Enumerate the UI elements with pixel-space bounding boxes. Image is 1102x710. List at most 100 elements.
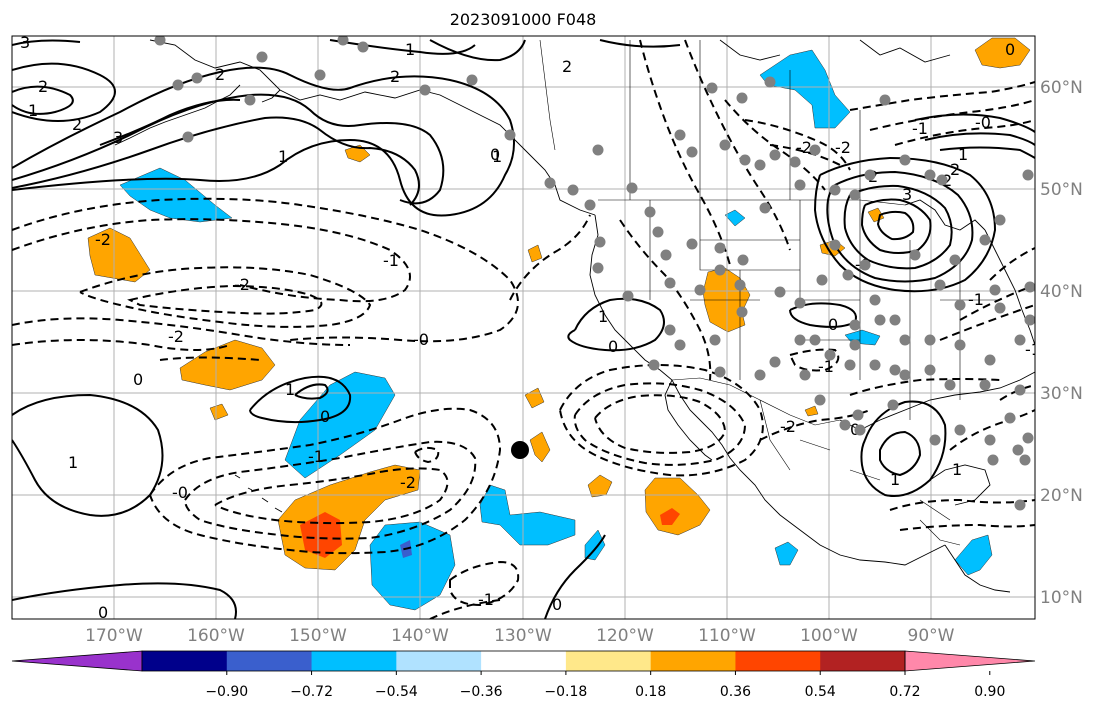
contour-label: -1 <box>912 119 928 138</box>
gulf-coast <box>839 371 1035 431</box>
station-dot <box>644 206 656 218</box>
lat-label: 30°N <box>1040 384 1083 404</box>
colorbar-tick-label: 0.54 <box>805 684 836 700</box>
contour-label: -2 <box>234 275 250 294</box>
contour-label: 2 <box>562 57 572 76</box>
contour-line <box>959 284 1035 321</box>
contour-label: -1 <box>818 357 834 376</box>
station-dot <box>664 324 676 336</box>
contour-label: -2 <box>796 138 812 157</box>
contour-label: 2 <box>950 160 960 179</box>
contour-line <box>813 156 997 293</box>
station-dot <box>714 242 726 254</box>
east-coast <box>984 229 1035 346</box>
contour-label: -1 <box>968 290 984 309</box>
station-dot <box>764 76 776 88</box>
contour-line <box>184 440 477 540</box>
station-dot <box>674 129 686 141</box>
contour-line <box>849 81 1035 111</box>
station-dot <box>1014 334 1026 346</box>
station-markers <box>154 36 1035 511</box>
contour-label: 0 <box>1005 40 1015 59</box>
contour-line <box>573 382 747 466</box>
contour-line <box>12 393 164 517</box>
shaded-region-orange <box>804 405 819 417</box>
contour-line <box>619 219 712 381</box>
shaded-regions <box>87 37 1031 611</box>
lon-label: 130°W <box>494 626 552 646</box>
station-dot <box>889 314 901 326</box>
station-dot <box>686 146 698 158</box>
us-west-coast <box>589 214 946 566</box>
contour-label: -1 <box>478 590 494 609</box>
contour-label: -1 <box>383 251 399 270</box>
station-dot <box>314 69 326 81</box>
station-dot <box>849 189 861 201</box>
colorbar-swatch <box>820 651 906 671</box>
contour-label: 2 <box>38 77 48 96</box>
contour-line <box>594 394 727 454</box>
lon-label: 120°W <box>596 626 654 646</box>
station-dot <box>419 84 431 96</box>
station-dot <box>256 51 268 63</box>
station-dot <box>714 366 726 378</box>
station-dot <box>829 184 841 196</box>
station-dot <box>954 339 966 351</box>
contour-line <box>214 467 449 525</box>
colorbar-swatch <box>565 651 652 671</box>
shaded-region-orange <box>587 474 613 498</box>
contour-label: -2 <box>835 138 851 157</box>
central-america <box>944 544 1011 593</box>
station-dot <box>714 264 726 276</box>
lon-label: 170°W <box>85 626 143 646</box>
contour-line <box>939 146 1035 159</box>
station-dot <box>544 177 556 189</box>
contour-label: -2 <box>780 417 796 436</box>
station-dot <box>852 409 864 421</box>
station-dot <box>1004 412 1016 424</box>
station-dot <box>734 279 746 291</box>
station-dot <box>859 259 871 271</box>
contour-line <box>429 39 526 62</box>
contour-label: 0 <box>98 603 108 622</box>
shaded-region-blue <box>479 484 576 546</box>
colorbar-frame <box>141 650 906 672</box>
lon-label: 100°W <box>800 626 858 646</box>
contour-line <box>99 98 241 146</box>
lon-label: 90°W <box>908 626 955 646</box>
colorbar-tick-label: 0.90 <box>974 684 1005 700</box>
shaded-region-orange <box>529 431 551 463</box>
station-dot <box>889 364 901 376</box>
contour-line <box>127 284 323 315</box>
contour-label: -0 <box>172 483 188 502</box>
contour-line <box>12 85 74 115</box>
station-dot <box>839 419 851 431</box>
shaded-region-blue <box>759 49 851 129</box>
contour-label: 1 <box>952 460 962 479</box>
station-dot <box>769 149 781 161</box>
lat-label: 10°N <box>1040 588 1083 608</box>
station-dot <box>759 202 771 214</box>
colorbar-swatch <box>650 651 736 671</box>
contour-label: 1 <box>598 307 608 326</box>
contour-label: 3 <box>113 128 123 147</box>
lat-label: 40°N <box>1040 282 1083 302</box>
contour-label: 1 <box>405 40 415 59</box>
colorbar-tick-label: 0.18 <box>635 684 666 700</box>
contour-label: 2 <box>215 65 225 84</box>
station-dot <box>869 294 881 306</box>
contour-label: -1 <box>1025 340 1041 359</box>
shaded-region-blue <box>954 534 993 576</box>
shaded-region-blue <box>369 521 456 611</box>
station-dot <box>622 290 634 302</box>
station-dot <box>154 36 166 46</box>
canada-provinces <box>629 40 861 200</box>
station-dot <box>504 129 516 141</box>
contour-line <box>12 66 515 217</box>
station-dot <box>1024 314 1035 326</box>
station-dot <box>648 359 660 371</box>
shaded-region-orange <box>974 37 1031 69</box>
contour-line <box>939 304 1035 341</box>
contour-label: -0 <box>413 330 429 349</box>
station-dot <box>814 394 826 406</box>
